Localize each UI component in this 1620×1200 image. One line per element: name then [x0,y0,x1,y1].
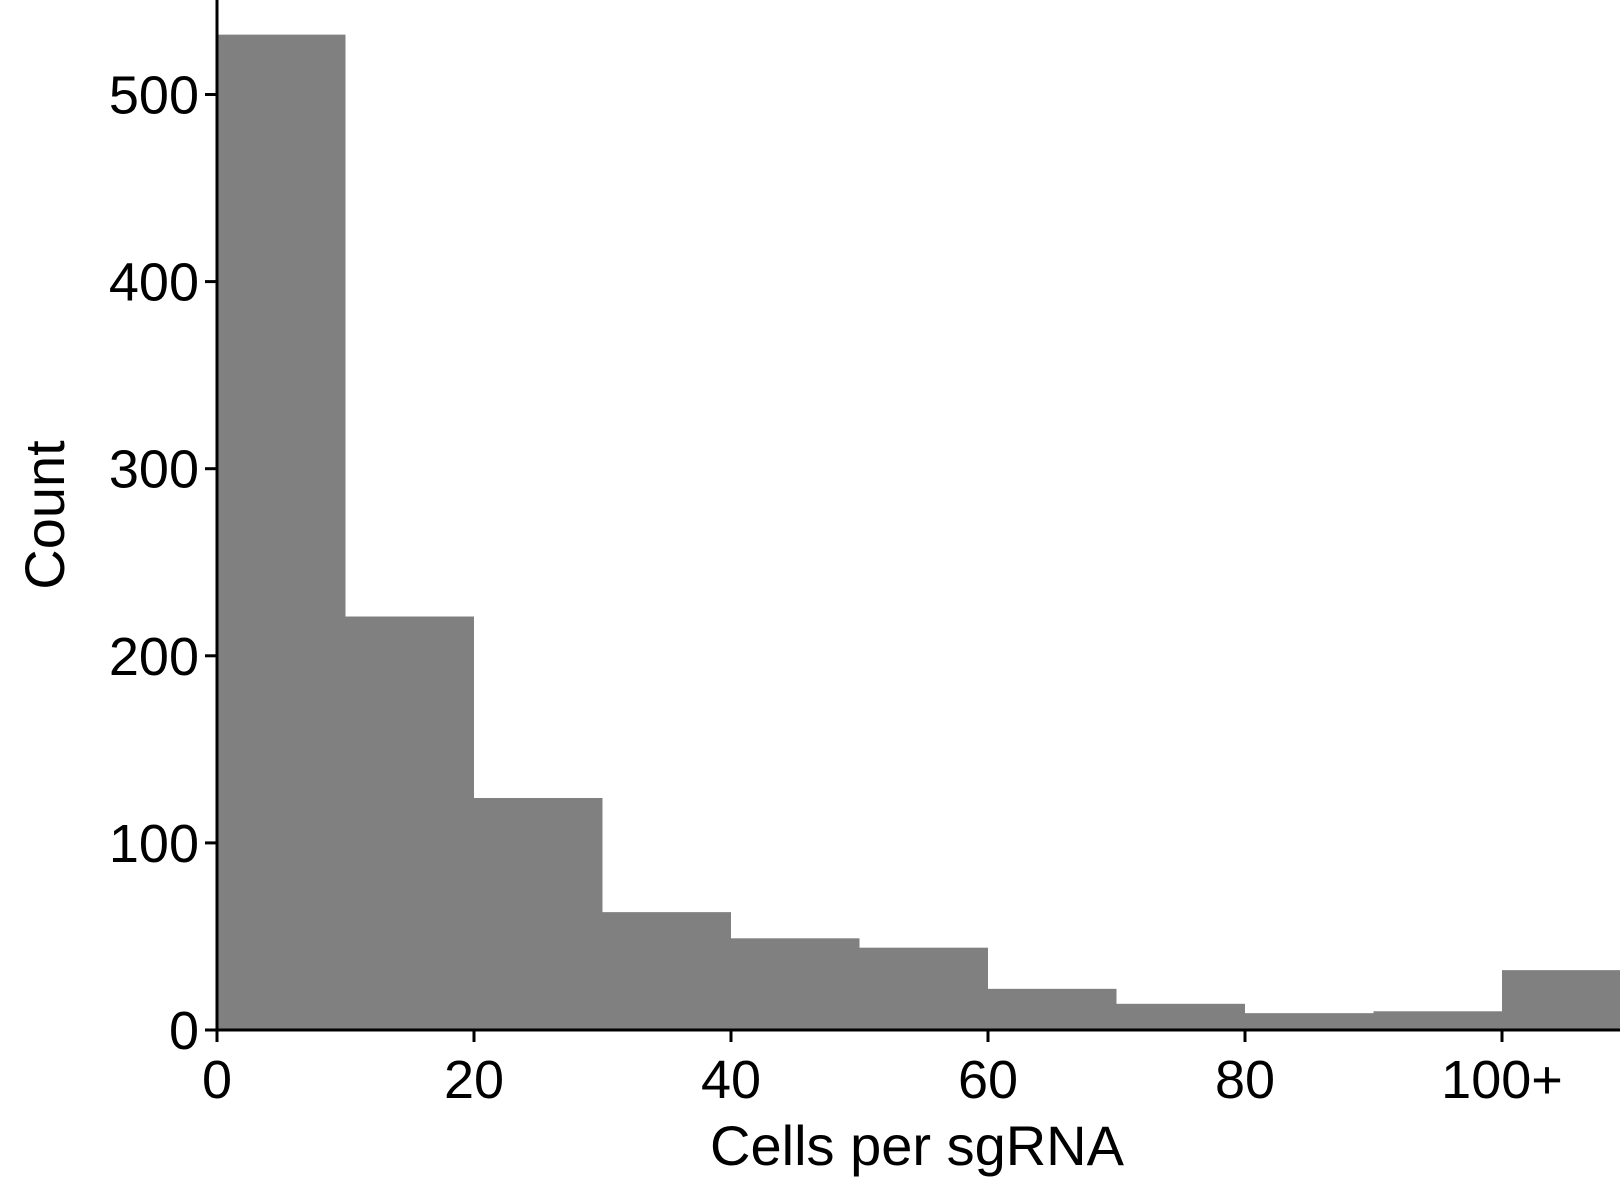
y-axis-title: Count [13,440,76,590]
y-tick-label-5: 500 [109,66,199,126]
x-tick-label-3: 60 [958,1050,1018,1110]
x-tick-label-5: 100+ [1441,1050,1563,1110]
histogram-bar-3 [602,912,731,1030]
histogram-bar-4 [731,938,860,1030]
histogram-bar-8 [1245,1013,1374,1030]
x-axis-title: Cells per sgRNA [710,1114,1125,1177]
histogram-bar-6 [988,988,1117,1030]
histogram-bar-0 [217,34,346,1031]
y-tick-label-3: 300 [109,440,199,500]
x-tick-label-4: 80 [1215,1050,1275,1110]
y-tick-label-2: 200 [109,627,199,687]
histogram-bar-1 [345,616,474,1030]
histogram-bars [217,34,1620,1031]
histogram-bar-2 [474,797,603,1030]
histogram-bar-9 [1373,1011,1502,1030]
histogram-bar-5 [859,947,988,1030]
y-tick-label-1: 100 [109,814,199,874]
x-tick-label-2: 40 [701,1050,761,1110]
x-tick-label-0: 0 [202,1050,232,1110]
histogram-bar-7 [1116,1003,1245,1030]
histogram-bar-10 [1502,970,1620,1030]
x-tick-label-1: 20 [444,1050,504,1110]
y-tick-label-4: 400 [109,253,199,313]
y-axis-ticks: 0 100 200 300 400 500 [109,66,217,1061]
y-tick-label-0: 0 [169,1001,199,1061]
x-axis-ticks: 0 20 40 60 80 100+ [202,1030,1563,1110]
